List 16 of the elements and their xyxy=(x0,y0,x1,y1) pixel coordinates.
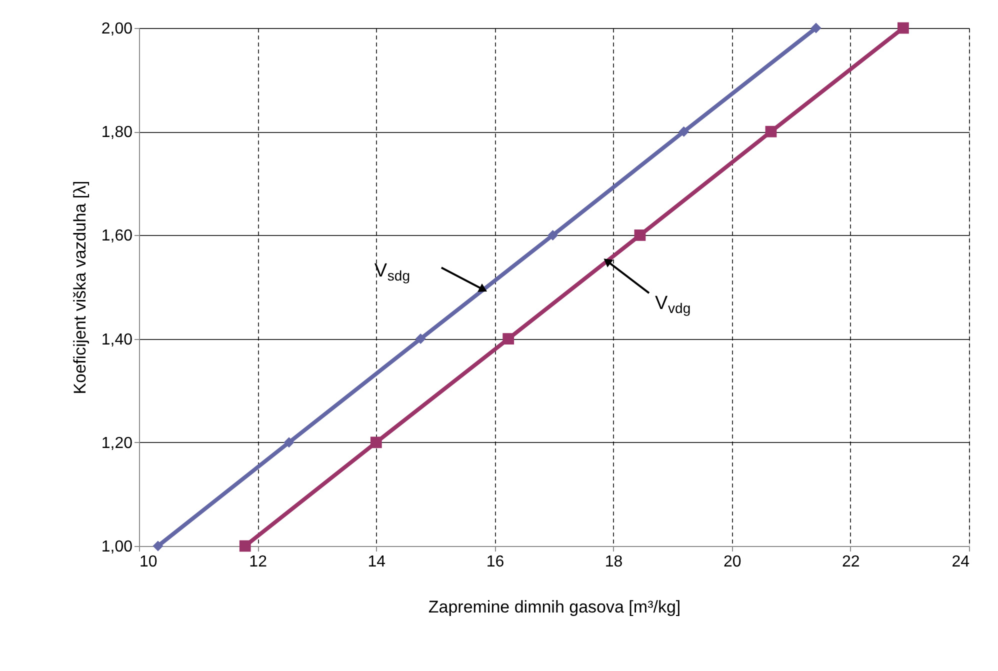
x-tick-label: 22 xyxy=(842,554,860,570)
x-tick-label: 24 xyxy=(952,554,970,570)
y-tick-label: 2,00 xyxy=(101,20,133,38)
x-tick-label: 20 xyxy=(723,554,742,570)
y-tick-label: 1,60 xyxy=(101,228,133,245)
y-tick-label: 1,20 xyxy=(101,434,133,452)
x-tick-label: 18 xyxy=(604,554,623,570)
y-axis-title: Koeficijent viška vazduha [λ] xyxy=(70,180,90,394)
y-tick-label: 1,00 xyxy=(101,538,133,556)
x-tick-label: 12 xyxy=(249,554,268,570)
x-tick-label: 14 xyxy=(368,554,386,570)
x-tick-label: 10 xyxy=(140,554,158,570)
x-tick-label: 16 xyxy=(486,554,504,570)
y-tick-label: 1,40 xyxy=(101,331,133,348)
y-tick-label: 1,80 xyxy=(101,124,133,142)
x-axis-title: Zapremine dimnih gasova [m³/kg] xyxy=(428,598,681,616)
